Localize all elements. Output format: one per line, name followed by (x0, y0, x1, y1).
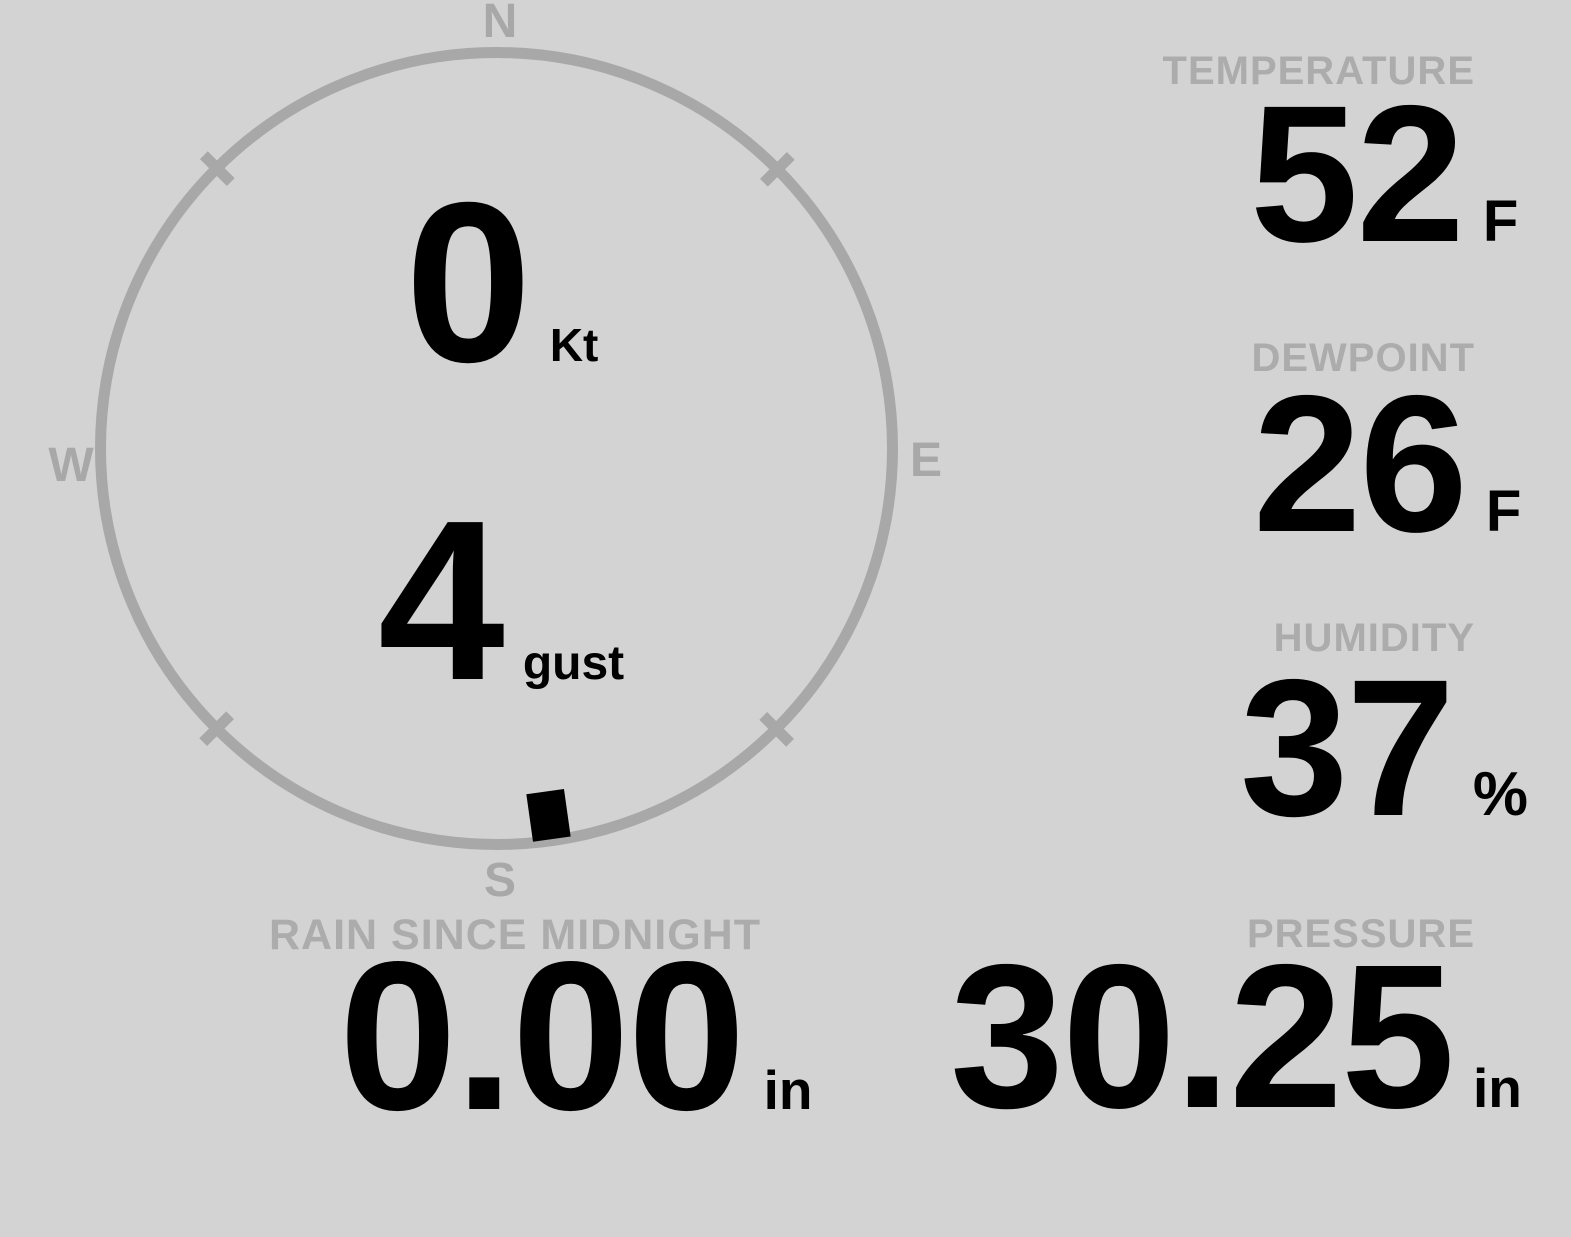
wind-direction-marker (526, 788, 571, 842)
rain-value: 0.00 (339, 917, 746, 1154)
dewpoint-value: 26 (1253, 355, 1468, 573)
dewpoint-label: DEWPOINT (1251, 336, 1475, 380)
wind-gust-unit: gust (522, 637, 625, 690)
wind-speed-value: 0 (405, 156, 532, 410)
rain-reading: 0.00 in (339, 930, 813, 1142)
temperature-reading: 52 F (1250, 77, 1518, 272)
rain-label: RAIN SINCE MIDNIGHT (269, 911, 761, 959)
pressure-label: PRESSURE (1246, 912, 1475, 956)
dewpoint-reading: 26 F (1253, 367, 1521, 562)
wind-speed-reading: 0 Kt (405, 169, 598, 397)
pressure-unit: in (1473, 1057, 1522, 1119)
wind-gust-reading: 4 gust (378, 487, 624, 715)
compass-label-east: E (909, 434, 943, 487)
wind-gust-value: 4 (378, 474, 505, 728)
compass-label-north: N (482, 0, 518, 48)
humidity-value: 37 (1240, 639, 1455, 857)
temperature-label: TEMPERATURE (1162, 49, 1475, 93)
temperature-value: 52 (1250, 65, 1465, 283)
rain-unit: in (763, 1059, 813, 1121)
pressure-reading: 30.25 in (950, 934, 1522, 1139)
humidity-unit: % (1472, 760, 1529, 829)
pressure-value: 30.25 (950, 922, 1455, 1151)
compass-label-west: W (48, 439, 94, 492)
humidity-label: HUMIDITY (1273, 616, 1475, 660)
compass-ring (95, 47, 898, 850)
dewpoint-unit: F (1485, 479, 1522, 544)
compass-label-south: S (483, 854, 517, 907)
humidity-reading: 37 % (1240, 651, 1528, 846)
wind-speed-unit: Kt (549, 319, 599, 371)
temperature-unit: F (1482, 189, 1519, 254)
